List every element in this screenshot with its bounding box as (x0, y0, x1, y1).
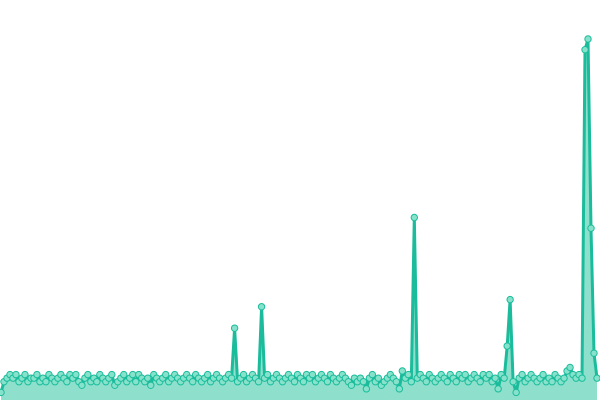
data-point (230, 324, 239, 332)
data-point (144, 374, 152, 382)
data-point (476, 378, 484, 386)
data-point (120, 370, 128, 379)
series-line (0, 37, 599, 394)
data-point (395, 385, 404, 393)
data-point (368, 370, 377, 379)
data-point (500, 374, 508, 382)
data-point (587, 224, 595, 232)
data-point (308, 370, 317, 379)
data-point (108, 370, 116, 379)
data-point (42, 378, 50, 386)
data-point (93, 378, 101, 386)
data-point (452, 378, 460, 386)
data-point (78, 381, 86, 389)
data-point (147, 381, 155, 389)
data-point (590, 349, 598, 357)
data-point (422, 378, 430, 386)
data-point (12, 370, 20, 379)
data-point (392, 378, 401, 386)
data-point (578, 374, 586, 382)
data-point (581, 46, 589, 54)
data-point (132, 378, 140, 386)
data-point (239, 370, 248, 379)
data-point (506, 295, 514, 304)
data-point (374, 374, 383, 382)
data-point (162, 370, 170, 379)
data-point (485, 370, 493, 379)
data-point (227, 374, 236, 382)
data-point (0, 388, 5, 397)
data-point (129, 370, 137, 379)
data-point (323, 378, 332, 386)
data-point (84, 370, 92, 379)
data-points (0, 35, 600, 397)
data-point (491, 374, 499, 382)
data-point (410, 213, 419, 222)
data-point (21, 370, 29, 379)
data-point (362, 385, 371, 393)
data-point (461, 370, 469, 379)
data-point (203, 370, 212, 379)
data-point (404, 370, 413, 379)
data-point (290, 378, 299, 386)
data-point (518, 370, 526, 379)
data-point (560, 374, 568, 382)
data-point (263, 370, 272, 379)
data-point (512, 388, 520, 397)
data-point (593, 374, 600, 382)
data-point (63, 378, 71, 386)
data-point (548, 378, 556, 386)
data-point (72, 370, 80, 379)
data-point (407, 378, 416, 386)
data-point (509, 378, 517, 386)
data-point (257, 303, 266, 311)
data-point (584, 35, 592, 43)
data-point (398, 367, 407, 375)
data-point (188, 378, 197, 386)
data-point (539, 370, 547, 379)
data-point (443, 378, 451, 386)
data-point (254, 378, 263, 386)
data-point (347, 381, 356, 389)
data-point (494, 385, 502, 393)
data-point (299, 378, 308, 386)
data-point (566, 363, 574, 372)
data-point (359, 378, 368, 386)
data-point (33, 370, 41, 379)
data-point (503, 342, 511, 350)
